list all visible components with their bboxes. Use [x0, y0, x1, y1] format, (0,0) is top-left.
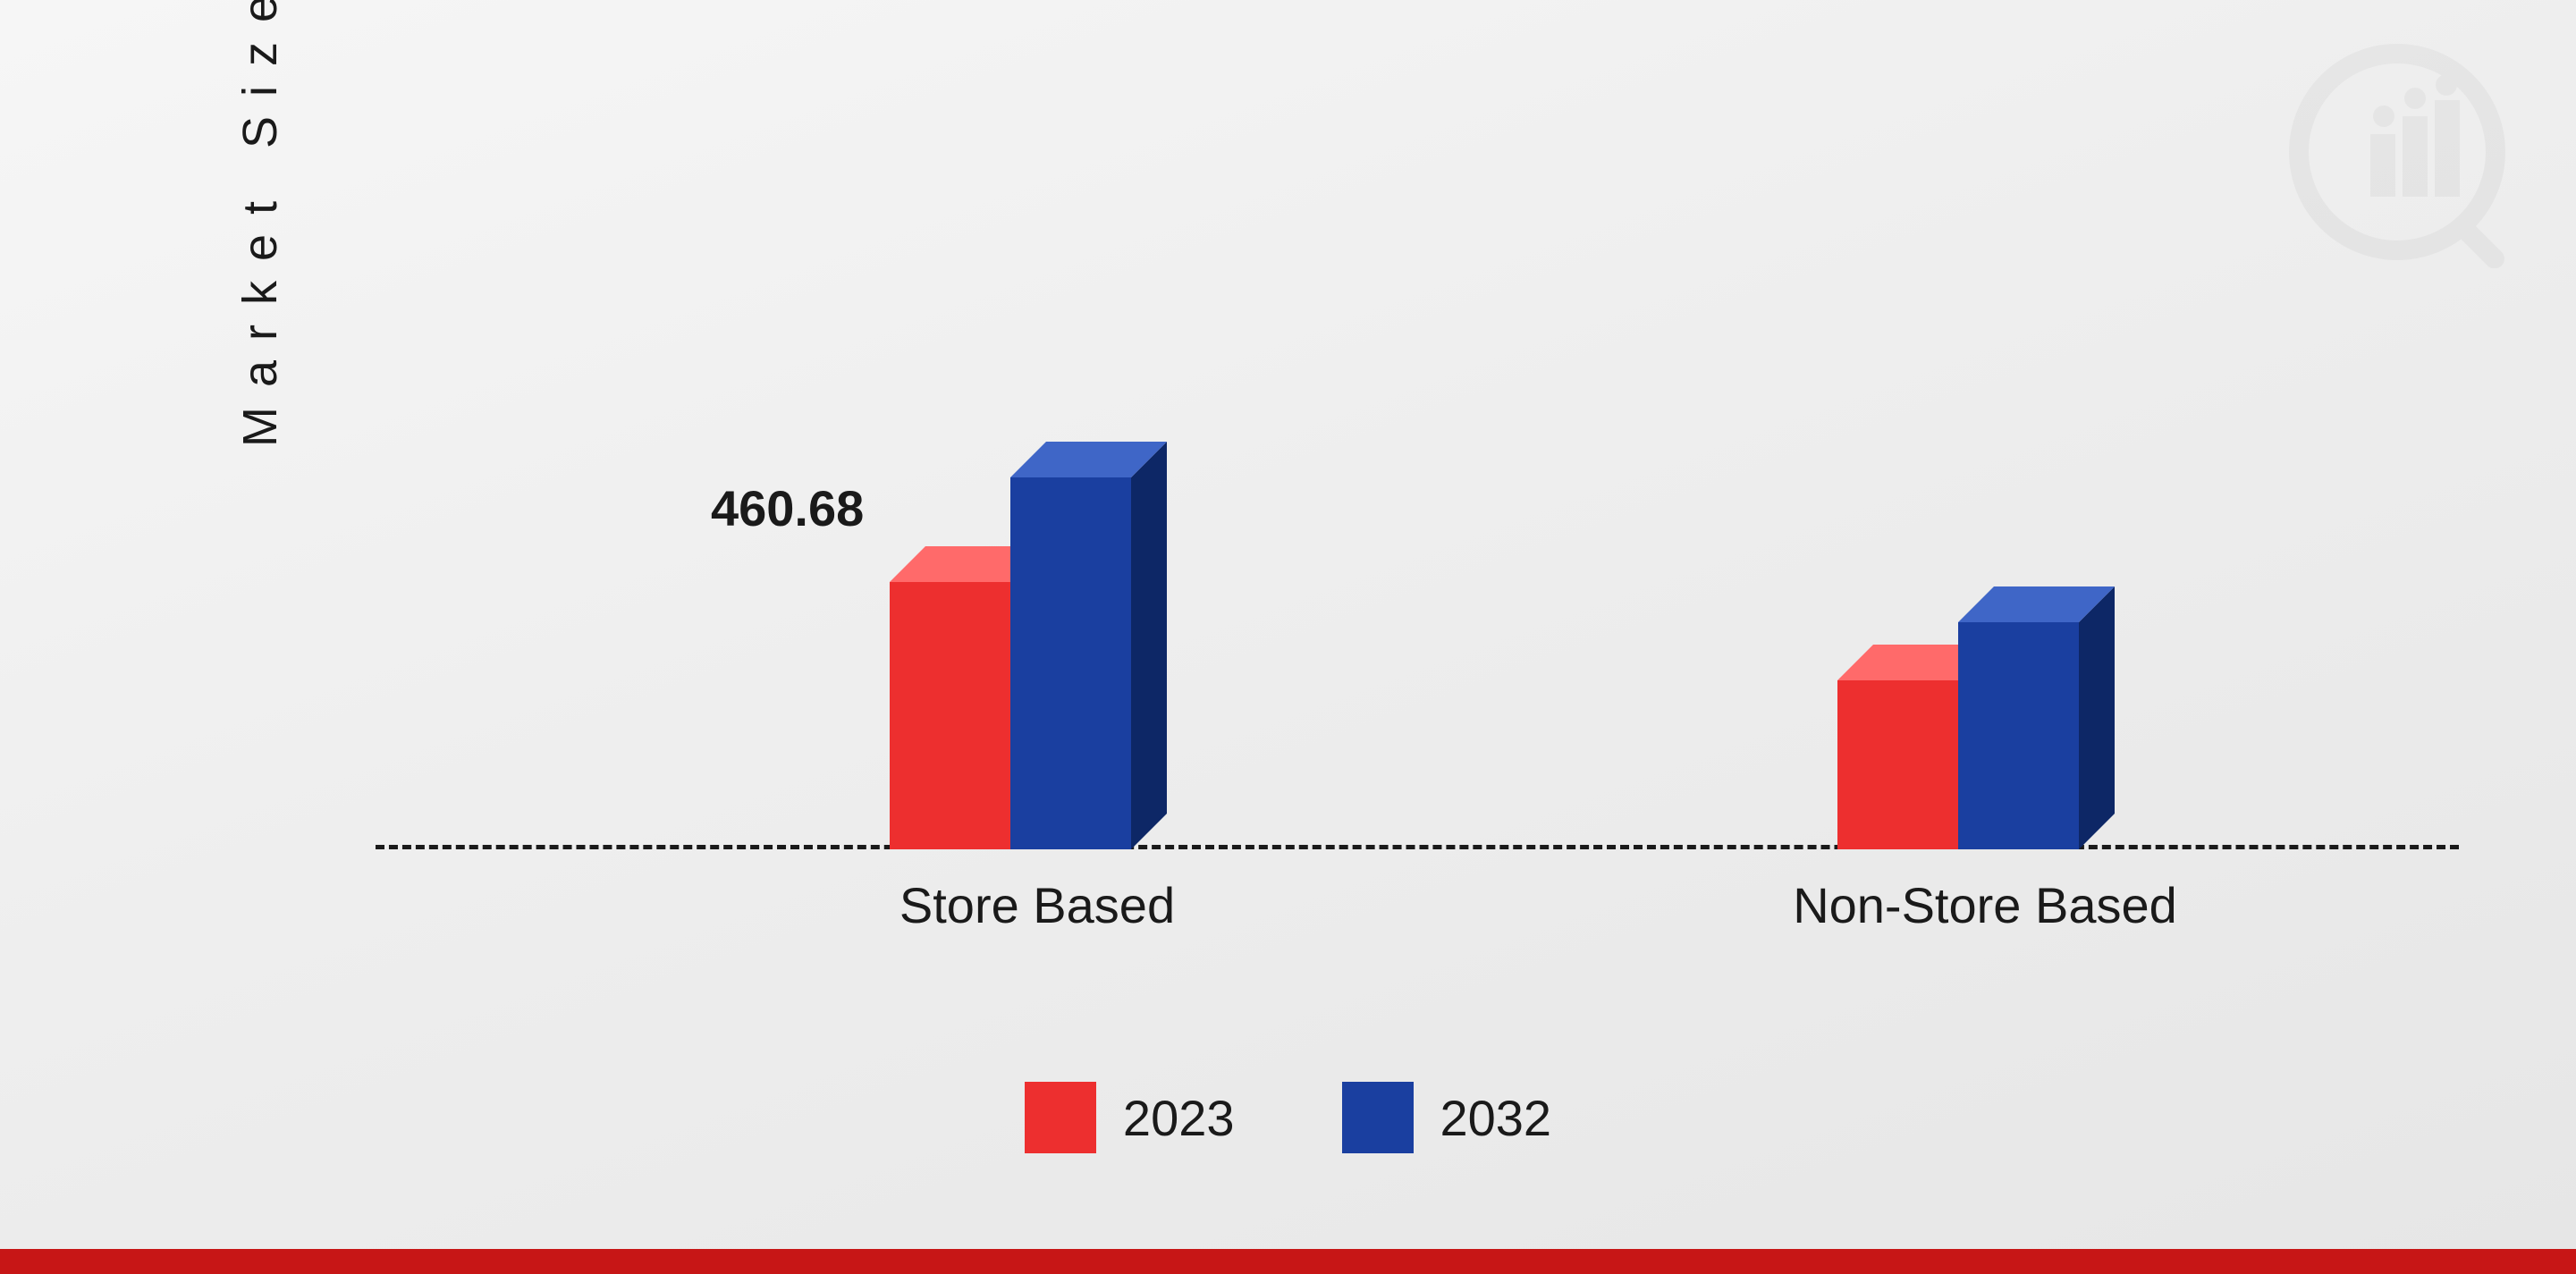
- legend-item-2032: 2032: [1342, 1082, 1552, 1153]
- y-axis-label: Market Size in USD Mn: [232, 0, 288, 447]
- chart-page: Market Size in USD Mn 460.68 Store Based…: [0, 0, 2576, 1274]
- legend: 2023 2032: [0, 1082, 2576, 1153]
- legend-swatch-icon: [1025, 1082, 1096, 1153]
- bar-store-based-2032: [1010, 442, 1167, 849]
- bar-non-store-based-2032: [1958, 586, 2115, 849]
- plot-area: 460.68: [376, 170, 2459, 849]
- value-label: 460.68: [711, 479, 864, 537]
- category-label: Store Based: [787, 876, 1288, 934]
- legend-label: 2032: [1440, 1089, 1552, 1147]
- category-label: Non-Store Based: [1735, 876, 2235, 934]
- legend-swatch-icon: [1342, 1082, 1414, 1153]
- legend-item-2023: 2023: [1025, 1082, 1235, 1153]
- x-axis-baseline: [376, 845, 2459, 849]
- legend-label: 2023: [1123, 1089, 1235, 1147]
- bottom-accent-bar: [0, 1249, 2576, 1274]
